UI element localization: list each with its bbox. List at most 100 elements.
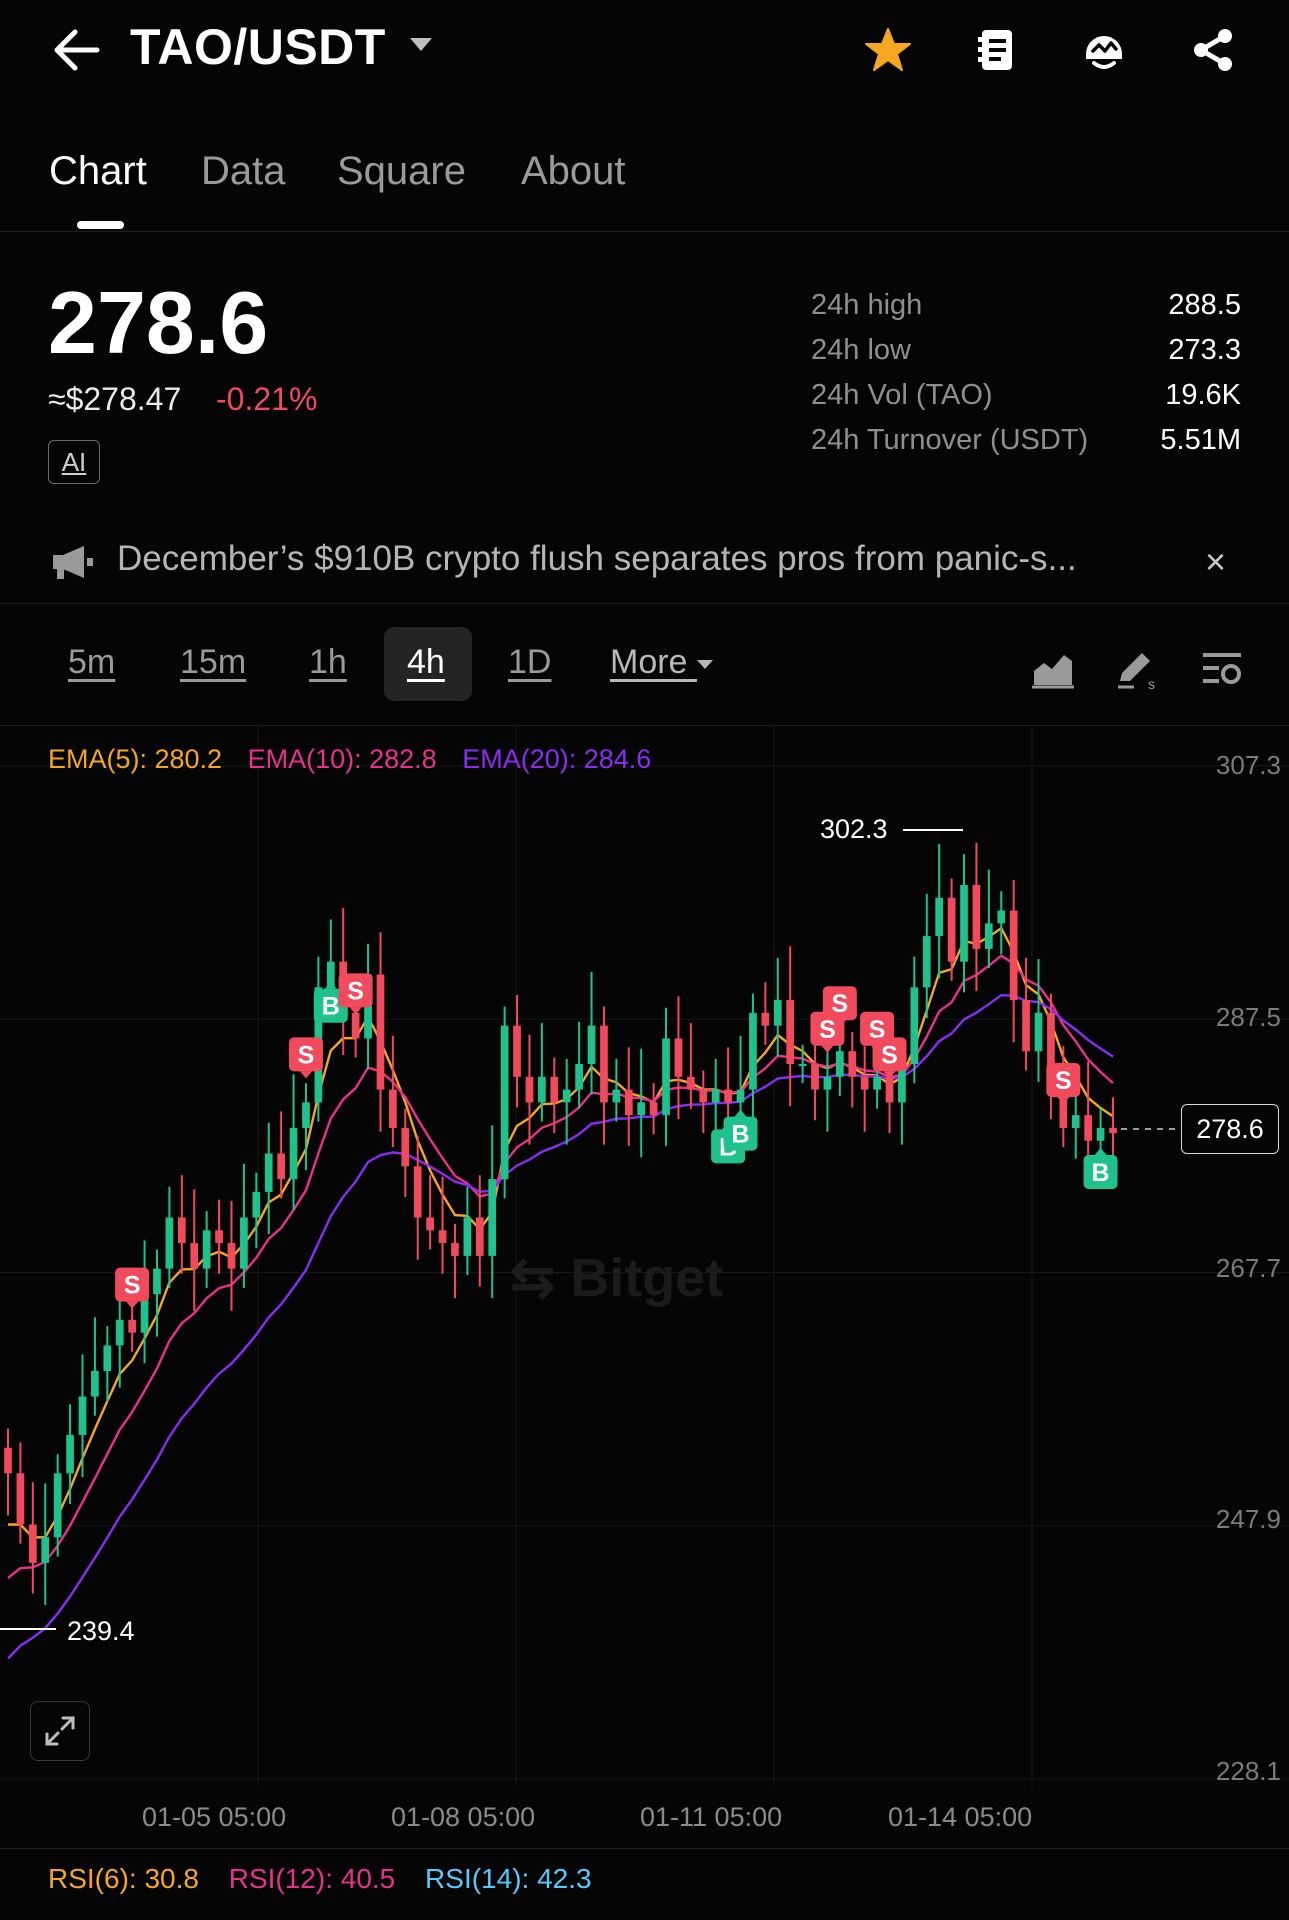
megaphone-icon: [52, 545, 94, 586]
tab-square[interactable]: Square: [337, 149, 466, 193]
price-change-percent: -0.21%: [216, 381, 318, 417]
candle-body: [128, 1319, 137, 1333]
marker-badge: [338, 973, 373, 1008]
interval-more[interactable]: More: [610, 643, 713, 682]
marker-pointer: [821, 1045, 834, 1053]
stat-label-high: 24h high: [811, 289, 923, 321]
news-banner[interactable]: December’s $910B crypto flush separates …: [0, 525, 1289, 604]
x-axis-tick: 01-05 05:00: [142, 1802, 287, 1832]
stat-label-low: 24h low: [811, 334, 911, 366]
news-headline[interactable]: December’s $910B crypto flush separates …: [117, 539, 1077, 578]
interval-5m[interactable]: 5m: [68, 643, 116, 681]
stat-value-turnover: 5.51M: [1160, 424, 1241, 456]
marker-letter: S: [881, 1041, 898, 1069]
x-axis-tick: 01-14 05:00: [888, 1802, 1033, 1832]
caret-down-icon[interactable]: [410, 38, 432, 51]
candle-body: [302, 1102, 310, 1128]
candle-body: [575, 1064, 583, 1090]
candle-body: [1009, 910, 1018, 1001]
rsi-legend: RSI(6): 30.8 RSI(12): 40.5 RSI(14): 42.3: [48, 1863, 614, 1895]
back-arrow-icon[interactable]: [46, 20, 106, 80]
candlestick-chart[interactable]: ⇆ Bitget SSBSBBSSSSSB EMA(5): 280.2 EMA(…: [0, 726, 1289, 1786]
interval-1d[interactable]: 1D: [508, 643, 552, 681]
close-icon[interactable]: ×: [1205, 541, 1227, 582]
bitget-watermark-logo: ⇆ Bitget: [510, 1248, 723, 1308]
fullscreen-button[interactable]: [30, 1701, 90, 1761]
candle-body: [885, 1076, 894, 1103]
candle-body: [538, 1076, 546, 1103]
marker-letter: S: [347, 977, 364, 1005]
candle-body: [699, 1089, 708, 1103]
tab-chart[interactable]: Chart: [49, 149, 147, 193]
caret-down-icon: [696, 659, 713, 669]
tab-about[interactable]: About: [521, 149, 626, 193]
tab-data[interactable]: Data: [201, 149, 286, 193]
candle-body: [277, 1153, 285, 1180]
candle-body: [264, 1153, 273, 1192]
candle-body: [687, 1076, 695, 1090]
candle-body: [53, 1473, 62, 1538]
candle-body: [16, 1473, 25, 1525]
candle-body: [612, 1089, 621, 1103]
candle-body: [587, 1025, 596, 1065]
marker-letter: S: [819, 1016, 836, 1044]
candle-body: [836, 1051, 844, 1077]
candle-body: [811, 1064, 819, 1090]
pair-title[interactable]: TAO/USDT: [130, 19, 386, 75]
notes-icon[interactable]: [966, 20, 1026, 80]
sell-marker: S: [115, 1267, 150, 1309]
marker-letter: B: [322, 993, 340, 1021]
candle-body: [1034, 1012, 1043, 1052]
share-icon[interactable]: [1182, 20, 1242, 80]
sell-marker: S: [872, 1037, 907, 1079]
candle-body: [562, 1089, 571, 1103]
marker-pointer: [1057, 1096, 1070, 1104]
candle-body: [153, 1268, 161, 1295]
candle-body: [935, 897, 944, 937]
marker-badge: [288, 1037, 323, 1072]
y-axis-tick: 307.3: [1215, 750, 1281, 780]
ema10-line: [7, 954, 1114, 1579]
candle-body: [798, 1064, 807, 1067]
ema5-label: EMA(5): 280.2: [48, 744, 223, 774]
sell-marker: S: [338, 973, 373, 1015]
drawing-pen-icon[interactable]: s: [1114, 645, 1160, 692]
chart-canvas[interactable]: ⇆ Bitget SSBSBBSSSSSB: [0, 726, 1289, 1786]
marker-pointer: [833, 1020, 846, 1028]
active-tab-indicator: [77, 221, 124, 229]
marker-badge: [723, 1116, 758, 1151]
candle-body: [1096, 1127, 1105, 1141]
interval-4h[interactable]: 4h: [407, 643, 445, 681]
interval-15m[interactable]: 15m: [180, 643, 247, 681]
star-icon[interactable]: [858, 20, 918, 80]
marker-pointer: [883, 1071, 896, 1079]
y-axis-tick: 228.1: [1215, 1756, 1281, 1786]
area-chart-icon[interactable]: [1030, 645, 1076, 691]
candle-body: [252, 1191, 261, 1218]
candle-body: [624, 1089, 633, 1116]
candle-body: [289, 1127, 298, 1180]
rsi6-label: RSI(6): 30.8: [48, 1863, 199, 1894]
svg-text:s: s: [1148, 676, 1155, 691]
candle-body: [761, 1012, 770, 1026]
candle-body: [513, 1025, 521, 1077]
ai-badge-button[interactable]: AI: [48, 440, 100, 484]
y-axis-tick: 267.7: [1215, 1253, 1281, 1283]
candle-body: [389, 1089, 397, 1128]
marker-pointer: [324, 981, 337, 989]
candle-body: [426, 1217, 434, 1231]
candle-body: [947, 897, 956, 962]
candle-body: [438, 1230, 447, 1244]
bot-icon[interactable]: [1074, 20, 1134, 80]
period-low-label: 239.4: [67, 1616, 135, 1646]
ema20-line: [7, 993, 1114, 1660]
candle-body: [401, 1127, 410, 1167]
stat-value-volume: 19.6K: [1165, 379, 1241, 411]
interval-1h[interactable]: 1h: [309, 643, 347, 681]
candle-body: [500, 1025, 509, 1180]
rsi12-label: RSI(12): 40.5: [228, 1863, 396, 1894]
candle-body: [922, 936, 931, 988]
candle-body: [103, 1345, 112, 1371]
indicator-settings-icon[interactable]: [1199, 645, 1245, 691]
candle-body: [873, 1076, 881, 1090]
